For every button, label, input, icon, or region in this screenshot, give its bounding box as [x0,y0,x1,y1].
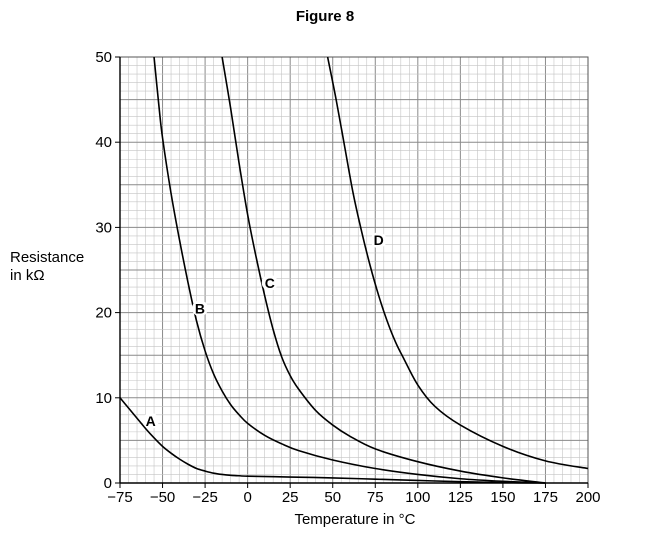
x-tick-label: −50 [150,489,175,506]
y-tick-label: 40 [95,134,112,151]
x-tick-label: −25 [192,489,217,506]
x-tick-label: 150 [490,489,515,506]
y-tick-label: 10 [95,390,112,407]
curve-label-bg [191,300,208,317]
x-tick-label: −75 [107,489,132,506]
curve-label-bg [261,274,278,291]
x-tick-label: 125 [448,489,473,506]
figure-title: Figure 8 [295,8,355,25]
x-tick-label: 0 [243,489,251,506]
curve-label-c: C [265,275,275,291]
x-tick-label: 50 [324,489,341,506]
y-tick-label: 50 [95,49,112,66]
curve-label-d: D [374,232,384,248]
curve-label-a: A [146,413,156,429]
y-axis-label-line2: in kΩ [10,267,45,284]
x-tick-label: 100 [405,489,430,506]
curve-label-b: B [195,300,205,316]
curve-d [326,56,589,470]
curve-label-bg [370,232,387,249]
x-tick-label: 200 [575,489,600,506]
y-tick-label: 0 [104,475,112,492]
y-tick-label: 20 [95,305,112,322]
curve-label-bg [142,412,159,429]
curve-a [119,397,546,484]
curve-c [221,56,546,484]
x-tick-label: 175 [533,489,558,506]
y-axis-label-line1: Resistance [10,249,85,266]
y-tick-label: 30 [95,219,112,236]
curve-b [153,56,546,484]
y-axis-label: Resistance in kΩ [10,249,84,285]
x-tick-label: 75 [367,489,384,506]
x-axis-label: Temperature in °C [294,511,416,528]
x-tick-label: 25 [282,489,299,506]
